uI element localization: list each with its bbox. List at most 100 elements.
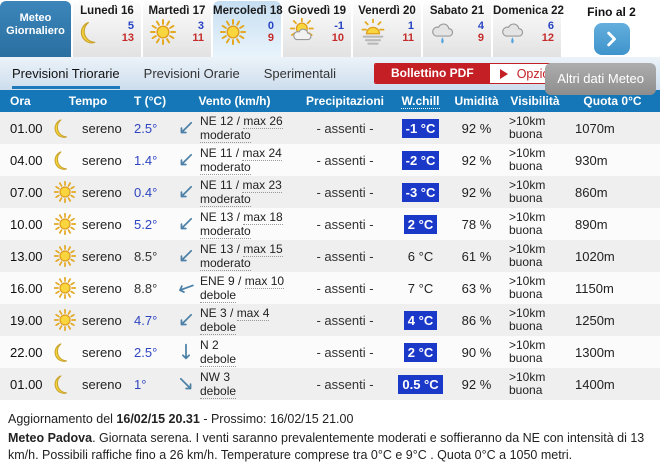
wind-speed-line: NE 13 / max 15 (200, 241, 297, 257)
wind-gust-term[interactable]: max 18 (243, 209, 283, 225)
wind-gust-term[interactable]: max 24 (242, 145, 282, 161)
day-tabs: Lunedì 16 5 13 Martedì 17 (73, 1, 564, 57)
logo-line-2: Giornaliero (6, 25, 65, 37)
forecast-table-row: 22.00 sereno 2.5° N 2 debole - assenti -… (0, 336, 660, 368)
wind-gust-term[interactable]: max 4 (236, 305, 270, 321)
arrow-icon (178, 119, 195, 136)
visibility-distance: >10km (509, 370, 546, 384)
min-temperature: 5 (127, 20, 134, 32)
precipitation-cell: - assenti - (316, 120, 374, 136)
time-cell: 13.00 (10, 248, 43, 264)
temperature-cell: 8.8° (134, 280, 158, 296)
weather-icon (48, 148, 82, 173)
wind-chill-value: -3 °C (401, 182, 440, 202)
table-body: 01.00 sereno 2.5° NE 12 / max 26 moderat… (0, 112, 660, 400)
wind-speed: NW 3 (200, 369, 230, 384)
wind-direction-arrow (172, 341, 200, 363)
update-prefix: Aggiornamento del (8, 412, 113, 426)
wind-cell: NW 3 debole (200, 370, 297, 399)
wind-strength-term[interactable]: moderato (200, 127, 251, 143)
weather-icon (78, 18, 107, 47)
wind-direction-arrow (172, 149, 200, 171)
tab-previsioni-orarie[interactable]: Previsioni Orarie (143, 65, 240, 81)
freezing-altitude-cell: 1070m (575, 120, 615, 136)
time-cell: 19.00 (10, 312, 43, 328)
wind-gust-term[interactable]: max 26 (243, 113, 283, 129)
logo-meteo-giornaliero[interactable]: Meteo Giornaliero (0, 1, 71, 57)
wind-gust-term[interactable]: max 23 (242, 177, 282, 193)
sun-icon (53, 180, 77, 204)
temperature-cell: 0.4° (134, 184, 158, 200)
forecast-table: Ora Tempo T (°C) Vento (km/h) Precipitaz… (0, 90, 660, 400)
humidity-cell: 92 % (461, 120, 492, 136)
day-tab[interactable]: Giovedì 19 -1 10 (283, 1, 351, 57)
day-tab-label: Lunedì 16 (80, 5, 134, 17)
wind-gust-term[interactable]: max 15 (243, 241, 283, 257)
tab-previsioni-triorarie[interactable]: Previsioni Triorarie (12, 59, 120, 89)
visibility-quality: buona (509, 287, 543, 301)
chevron-right-icon (606, 31, 616, 47)
weather-icon (48, 372, 82, 397)
day-tab[interactable]: Martedì 17 3 11 (143, 1, 211, 57)
wind-direction-arrow (172, 245, 200, 267)
temperature-cell: 1° (134, 376, 147, 392)
wind-strength-term[interactable]: debole (200, 351, 237, 367)
sun-icon (53, 244, 77, 268)
weather-icon (219, 18, 247, 46)
visibility-cell: >10km buona (505, 179, 565, 205)
wind-chill-cell: 0.5 °C (393, 374, 448, 394)
wind-speed-line: ENE 9 / max 10 (200, 273, 297, 289)
weather-icon (48, 116, 82, 141)
weather-icon (359, 18, 387, 46)
next-days-button[interactable] (593, 23, 630, 55)
wind-strength-term[interactable]: moderato (200, 191, 251, 207)
wind-speed: NE 11 / (200, 177, 243, 192)
min-temperature: 3 (197, 20, 204, 32)
day-tab[interactable]: Mercoledì 18 0 9 (213, 1, 283, 57)
altri-dati-meteo-button[interactable]: Altri dati Meteo (545, 63, 656, 95)
wind-chill-value: 4 °C (403, 310, 438, 330)
wind-gust-term[interactable]: max 10 (244, 273, 285, 289)
wind-strength-term[interactable]: debole (200, 319, 237, 335)
humidity-cell: 92 % (461, 152, 492, 168)
footer: Aggiornamento del 16/02/15 20.31 - Pross… (0, 400, 660, 464)
wind-speed: NE 11 / (200, 145, 243, 160)
sun-icon (53, 276, 77, 300)
tab-sperimentali[interactable]: Sperimentali (263, 65, 337, 81)
forecast-table-row: 16.00 sereno 8.8° ENE 9 / max 10 debole … (0, 272, 660, 304)
humidity-cell: 86 % (461, 312, 492, 328)
forecast-table-row: 10.00 sereno 5.2° NE 13 / max 18 moderat… (0, 208, 660, 240)
wind-chill-cell: 7 °C (393, 281, 448, 296)
precipitation-cell: - assenti - (316, 280, 374, 296)
visibility-distance: >10km (509, 114, 546, 128)
wind-strength-term[interactable]: moderato (200, 255, 251, 271)
visibility-quality: buona (509, 223, 543, 237)
wind-strength-term[interactable]: debole (200, 383, 237, 399)
arrow-icon (178, 247, 195, 264)
wind-strength-term[interactable]: moderato (200, 159, 251, 175)
bollettino-pdf-button[interactable]: Bollettino PDF (375, 64, 490, 83)
wind-speed-line: NE 11 / max 23 (200, 177, 297, 193)
day-tab[interactable]: Domenica 22 6 12 (493, 1, 564, 57)
weather-icon (289, 18, 317, 46)
day-tab-bar: Meteo Giornaliero Lunedì 16 5 13 Martedì… (0, 0, 660, 57)
arrow-icon (178, 311, 195, 328)
wind-cell: NE 13 / max 15 moderato (200, 241, 297, 271)
day-tab[interactable]: Sabato 21 4 9 (423, 1, 491, 57)
wind-strength-term[interactable]: debole (200, 287, 237, 303)
wind-chill-value: 2 °C (403, 214, 438, 234)
visibility-cell: >10km buona (505, 307, 565, 333)
wind-strength-term[interactable]: moderato (200, 223, 251, 239)
wind-cell: NE 12 / max 26 moderato (200, 113, 297, 143)
day-tab[interactable]: Venerdì 20 1 11 (353, 1, 421, 57)
header-visibilita: Visibilità (510, 94, 560, 108)
wind-chill-cell: -1 °C (393, 118, 448, 138)
visibility-distance: >10km (509, 210, 546, 224)
visibility-quality: buona (509, 383, 543, 397)
wind-direction-arrow (172, 117, 200, 139)
max-temperature: 12 (541, 32, 554, 44)
day-tab[interactable]: Lunedì 16 5 13 (73, 1, 141, 57)
header-temperature: T (°C) (133, 94, 167, 108)
wchill-tooltip-term[interactable]: W.chill (401, 94, 440, 109)
wind-direction-arrow (172, 373, 200, 395)
